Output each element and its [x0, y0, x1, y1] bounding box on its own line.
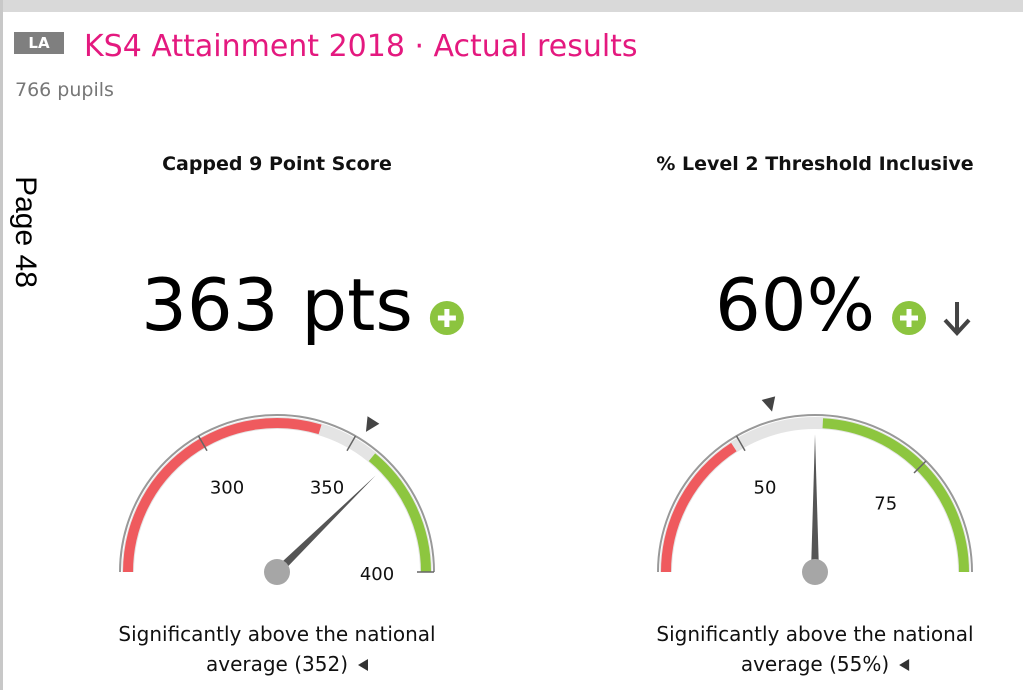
- pointer-icon: [899, 659, 910, 671]
- average-label: average (352): [206, 652, 348, 676]
- badge: LA: [28, 34, 50, 52]
- green-band: [368, 453, 431, 573]
- average-marker: [761, 396, 776, 412]
- needle-hub: [802, 559, 828, 585]
- value: 60%: [715, 263, 875, 347]
- pointer-icon: [358, 659, 369, 671]
- tick-mark: [197, 435, 208, 452]
- value: 363 pts: [141, 263, 413, 347]
- down-arrow: [943, 302, 971, 336]
- gauge-track: [122, 417, 432, 573]
- plus-sign: [900, 309, 919, 327]
- tick-mark: [346, 435, 357, 452]
- tick-label: 75: [874, 493, 897, 514]
- comparison: Significantly above the national: [656, 622, 973, 646]
- left-border: [0, 0, 3, 690]
- tick-label: 400: [360, 564, 394, 585]
- page-label: Page 48: [9, 176, 42, 288]
- comparison: Significantly above the national: [118, 622, 435, 646]
- tick-label: 50: [754, 477, 777, 498]
- green-band: [822, 418, 969, 573]
- tick-label: 350: [310, 477, 344, 498]
- plus-sign: [437, 309, 456, 327]
- subtitle: 766 pupils: [15, 79, 114, 101]
- average-label: average (55%): [741, 652, 889, 676]
- title: KS4 Attainment 2018 · Actual results: [84, 29, 638, 64]
- tick-label: 300: [210, 477, 244, 498]
- average-marker: [365, 416, 380, 432]
- gauge-outline: [657, 414, 973, 573]
- needle: [274, 475, 376, 575]
- needle: [811, 434, 819, 572]
- red-band: [661, 442, 737, 573]
- tick-mark: [913, 460, 927, 474]
- panel-title: % Level 2 Threshold Inclusive: [656, 153, 973, 175]
- panel-title: Capped 9 Point Score: [162, 153, 392, 175]
- tick-mark: [735, 435, 746, 452]
- badge-box: [14, 32, 64, 54]
- gauge-outline: [119, 414, 435, 573]
- needle-hub: [264, 559, 290, 585]
- top-strip: [0, 0, 1023, 12]
- red-band: [123, 418, 322, 573]
